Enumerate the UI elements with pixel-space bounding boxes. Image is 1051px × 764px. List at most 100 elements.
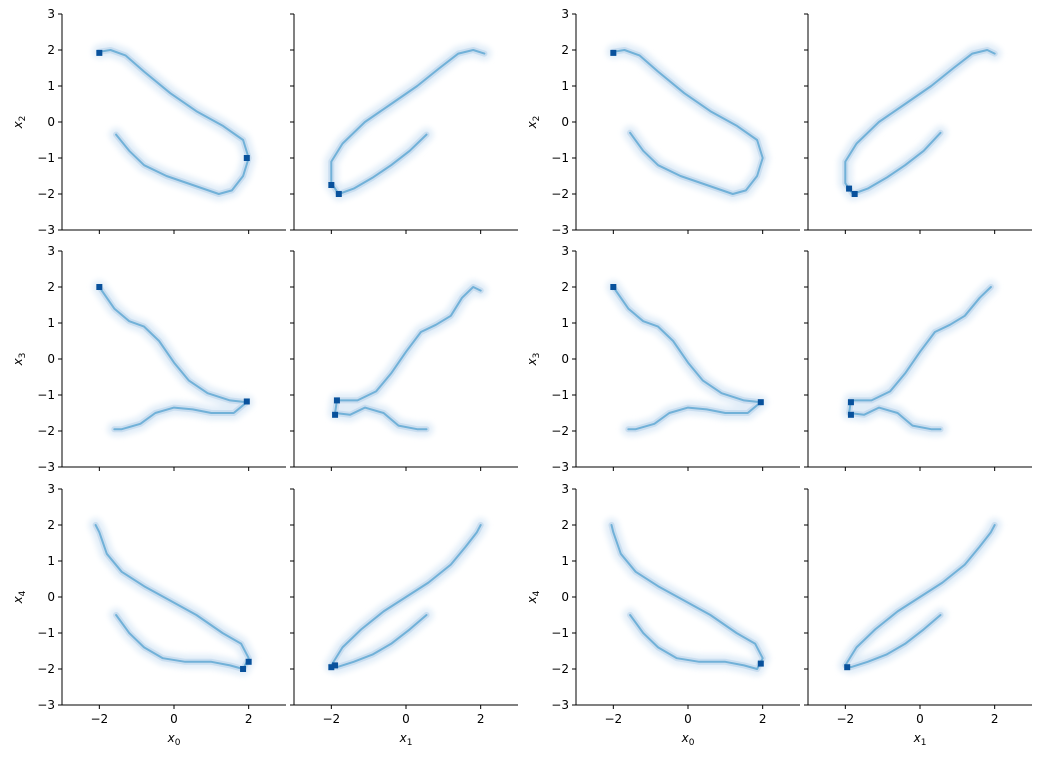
right-panel-r2c1: −2 0 2 x1 xyxy=(804,488,1032,748)
y-tick-label: 1 xyxy=(561,316,569,330)
y-axis-label: x3 xyxy=(525,353,542,367)
y-tick-label: −3 xyxy=(551,223,569,237)
y-tick-label: 1 xyxy=(561,554,569,568)
density-peak xyxy=(243,398,250,405)
y-tick-label: −1 xyxy=(37,151,55,165)
y-tick-label: −3 xyxy=(551,698,569,712)
density-band xyxy=(328,47,488,197)
y-tick-label: −2 xyxy=(551,662,569,676)
density-peak xyxy=(846,185,853,192)
left-panel-r2c1: −2 0 2 x1 xyxy=(290,488,518,748)
density-peak xyxy=(757,399,764,406)
x-axis-label: x1 xyxy=(399,731,413,748)
y-axis-label: x2 xyxy=(525,116,542,130)
density-ridge xyxy=(848,286,992,431)
density-peak xyxy=(332,411,339,418)
y-tick-label: −2 xyxy=(37,424,55,438)
density-halo xyxy=(88,518,256,676)
left-panel-r1c0: −3 −2 −1 0 1 2 3 x3 xyxy=(11,244,286,474)
y-tick-label: −2 xyxy=(37,187,55,201)
y-tick-label: 3 xyxy=(561,244,569,258)
y-tick-label: −1 xyxy=(551,626,569,640)
density-ridge xyxy=(612,49,764,195)
left-panel-r2c0: −3 −2 −1 0 1 2 3 −2 0 2 x0 x4 xyxy=(11,482,286,748)
density-peak xyxy=(243,155,250,161)
density-ridge xyxy=(844,49,996,195)
y-tick-label: 1 xyxy=(47,316,55,330)
y-tick-label: 2 xyxy=(561,280,569,294)
y-tick-label: −2 xyxy=(37,662,55,676)
x-axis-label: x1 xyxy=(913,731,927,748)
y-tick-label: 0 xyxy=(561,590,569,604)
y-tick-label: 2 xyxy=(561,518,569,532)
y-tick-label: 3 xyxy=(47,7,55,21)
x-tick-label: 2 xyxy=(477,712,485,726)
left-panel-r0c1 xyxy=(290,13,518,234)
density-ridge xyxy=(330,524,482,669)
right-panel-r1c0: −3 −2 −1 0 1 2 3 x3 xyxy=(525,244,800,474)
y-tick-label: −1 xyxy=(551,388,569,402)
density-ridge xyxy=(610,524,764,670)
x-tick-label: −2 xyxy=(604,712,622,726)
y-tick-label: 2 xyxy=(47,518,55,532)
x-tick-label: 0 xyxy=(916,712,924,726)
right-panel-r0c0: −3 −2 −1 0 1 2 3 x2 xyxy=(525,7,800,237)
right-panel-r1c1 xyxy=(804,250,1032,471)
y-tick-label: −3 xyxy=(551,460,569,474)
density-halo xyxy=(324,43,492,201)
density-peak xyxy=(847,411,854,418)
y-tick-label: 3 xyxy=(47,244,55,258)
right-panel-r2c0: −3 −2 −1 0 1 2 3 −2 0 2 x0 x4 xyxy=(525,482,800,748)
y-axis-label: x4 xyxy=(525,590,542,604)
y-tick-label: −1 xyxy=(37,388,55,402)
y-tick-label: −1 xyxy=(551,151,569,165)
y-tick-label: 0 xyxy=(47,115,55,129)
y-tick-label: 0 xyxy=(47,352,55,366)
density-peak xyxy=(328,664,335,671)
y-tick-label: 0 xyxy=(561,115,569,129)
x-tick-label: 2 xyxy=(991,712,999,726)
right-panel-r0c1 xyxy=(804,13,1032,234)
y-tick-label: 3 xyxy=(47,482,55,496)
density-peak xyxy=(847,399,854,406)
y-tick-label: 1 xyxy=(47,554,55,568)
x-tick-label: 0 xyxy=(684,712,692,726)
y-tick-label: −3 xyxy=(37,460,55,474)
density-ridge xyxy=(612,286,762,431)
density-peak xyxy=(335,191,342,197)
density-peak xyxy=(96,284,103,290)
density-peak xyxy=(610,284,617,290)
density-ridge xyxy=(330,49,486,195)
x-tick-label: 0 xyxy=(170,712,178,726)
density-peak xyxy=(757,660,764,667)
x-tick-label: 2 xyxy=(245,712,253,726)
x-axis-label: x0 xyxy=(681,731,695,748)
y-axis-label: x4 xyxy=(11,590,28,604)
density-ridge xyxy=(334,286,482,431)
density-ridge xyxy=(98,286,248,431)
y-tick-label: 1 xyxy=(47,79,55,93)
density-peak xyxy=(96,49,103,56)
x-tick-label: 0 xyxy=(402,712,410,726)
y-axis-label: x2 xyxy=(11,116,28,130)
y-tick-label: 2 xyxy=(561,43,569,57)
y-tick-label: 0 xyxy=(47,590,55,604)
left-panel-r0c0: −3 −2 −1 0 1 2 3 x2 xyxy=(11,7,286,237)
density-peak xyxy=(844,664,851,671)
density-halo xyxy=(838,43,1002,201)
density-halo xyxy=(604,518,770,676)
y-tick-label: −3 xyxy=(37,223,55,237)
y-tick-label: −2 xyxy=(551,187,569,201)
left-panel-r1c1 xyxy=(290,250,518,471)
x-tick-label: −2 xyxy=(90,712,108,726)
density-peak xyxy=(332,662,339,669)
density-band xyxy=(842,47,998,197)
density-ridge xyxy=(844,524,996,669)
y-tick-label: −2 xyxy=(551,424,569,438)
density-peak xyxy=(610,49,617,56)
y-tick-label: −1 xyxy=(37,626,55,640)
density-peak xyxy=(245,658,252,665)
y-tick-label: 3 xyxy=(561,7,569,21)
density-peak xyxy=(333,397,340,404)
